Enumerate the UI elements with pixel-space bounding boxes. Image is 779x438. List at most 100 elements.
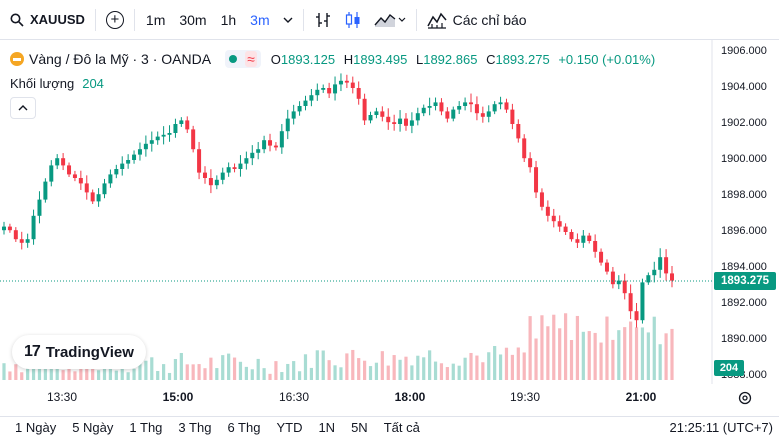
chart-pane[interactable] [0, 40, 779, 384]
price-axis-label: 1904.000 [721, 81, 767, 93]
volume-bar [162, 364, 166, 380]
candle-body [214, 179, 219, 186]
candle-body [522, 138, 527, 159]
candle-body [303, 100, 308, 106]
candle-body [49, 165, 54, 182]
volume-bar [85, 364, 89, 380]
range-6-months[interactable]: 6 Thg [227, 420, 261, 435]
volume-bar [493, 346, 497, 380]
volume-value: 204 [82, 76, 104, 91]
candle-body [409, 120, 414, 126]
candle-body [114, 169, 119, 175]
candle-body [90, 192, 95, 202]
volume-bar [605, 316, 609, 380]
volume-bar [475, 355, 479, 380]
compare-button[interactable]: + [100, 0, 130, 40]
open-value: 1893.125 [280, 51, 336, 67]
candle-body [652, 269, 657, 276]
candle-body [628, 293, 633, 312]
candle-body [67, 165, 72, 175]
range-1-day[interactable]: 1 Ngày [15, 420, 57, 435]
price-axis-label: 1896.000 [721, 225, 767, 237]
tradingview-logo-text: TradingView [45, 343, 134, 361]
market-status-pill[interactable]: ≈ [225, 50, 261, 68]
chevron-down-icon [283, 17, 293, 23]
candle-body [155, 136, 160, 141]
candle-body [37, 199, 42, 216]
candle-body [510, 109, 515, 124]
range-5-days[interactable]: 5 Ngày [72, 420, 114, 435]
interval-3m[interactable]: 3m [250, 11, 270, 28]
range-ytd[interactable]: YTD [276, 420, 303, 435]
clock-timezone[interactable]: 21:25:11 (UTC+7) [669, 420, 773, 435]
interval-1h[interactable]: 1h [220, 11, 237, 28]
volume-bar [221, 355, 225, 380]
volume-bar [333, 365, 337, 380]
candle-body [226, 167, 231, 173]
volume-bar [280, 372, 284, 380]
candle-body [19, 239, 24, 243]
interval-30m[interactable]: 30m [179, 11, 207, 28]
candle-body [646, 275, 651, 283]
interval-dropdown[interactable] [277, 0, 299, 40]
candle-body [427, 106, 432, 108]
close-value: 1893.275 [495, 51, 550, 67]
candle-body [658, 257, 663, 270]
chart-settings-icon[interactable] [737, 390, 753, 406]
volume-bar [575, 315, 580, 380]
bar-style-button[interactable] [308, 0, 338, 40]
candle-body [197, 149, 202, 173]
volume-bar [126, 372, 130, 380]
price-axis-label: 1890.000 [721, 333, 767, 345]
range-1-year[interactable]: 1N [318, 420, 336, 435]
volume-bar [120, 366, 124, 380]
volume-bar [593, 332, 597, 380]
volume-bar [91, 359, 95, 380]
volume-bar [345, 353, 349, 380]
volume-bar [498, 354, 503, 380]
candle-body [344, 80, 349, 83]
range-3-months[interactable]: 3 Thg [178, 420, 212, 435]
volume-bar [20, 372, 24, 380]
price-chart[interactable] [0, 40, 779, 384]
volume-bar [31, 367, 36, 380]
volume-bar [132, 368, 136, 380]
candle-body [220, 172, 225, 180]
current-volume-tag: 204 [714, 360, 744, 376]
candles-style-button[interactable] [338, 0, 368, 40]
volume-bar [232, 357, 237, 380]
time-axis-label: 16:30 [278, 390, 310, 404]
candle-body [457, 106, 462, 110]
candle-body [557, 221, 562, 227]
volume-bar [617, 330, 621, 380]
candle-body [474, 104, 479, 114]
candle-body [244, 158, 249, 164]
indicators-button[interactable]: Các chỉ báo [421, 0, 533, 40]
range-5-years[interactable]: 5N [351, 420, 368, 435]
candle-body [469, 102, 474, 105]
candle-body [480, 113, 485, 117]
tradingview-logo[interactable]: 17 TradingView [12, 335, 146, 369]
candle-body [61, 158, 66, 166]
range-1-month[interactable]: 1 Thg [129, 420, 163, 435]
candle-body [321, 88, 326, 90]
volume-bar [363, 360, 367, 380]
candle-body [463, 102, 468, 106]
area-style-button[interactable] [368, 0, 412, 40]
current-price-tag: 1893.275 [714, 272, 776, 291]
candle-body [238, 163, 243, 169]
symbol-search[interactable]: XAUUSD [0, 0, 91, 40]
volume-bar [623, 327, 627, 380]
market-open-dot-icon [229, 55, 238, 63]
divider [302, 8, 304, 31]
interval-1m[interactable]: 1m [145, 11, 166, 28]
range-all[interactable]: Tất cả [383, 420, 420, 435]
volume-bar [357, 358, 361, 380]
volume-bar [481, 362, 485, 380]
volume-bar [386, 365, 390, 380]
volume-bar [351, 349, 355, 380]
volume-bar [309, 367, 313, 380]
low-value: 1892.865 [423, 51, 478, 67]
volume-bar [156, 371, 160, 380]
collapse-legend-button[interactable] [10, 97, 36, 119]
